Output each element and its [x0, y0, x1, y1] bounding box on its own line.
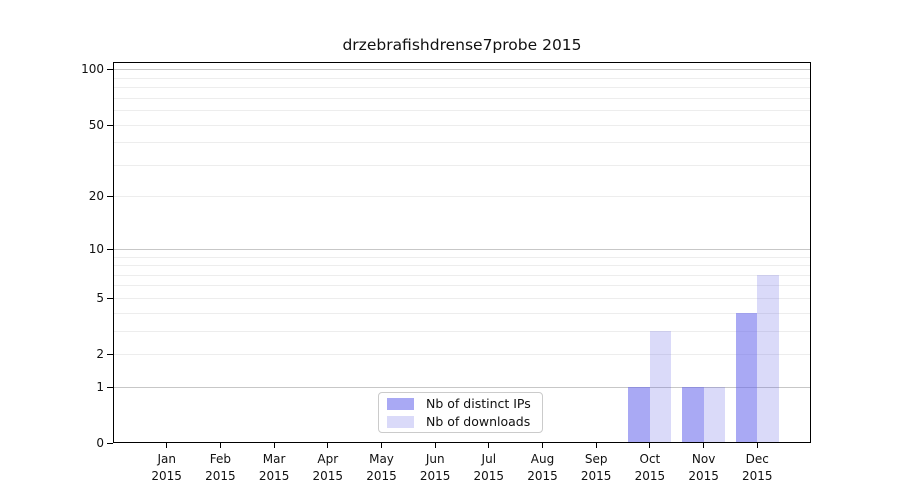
x-tick-year: 2015 — [688, 469, 719, 483]
legend-swatch-distinct-ips — [387, 397, 414, 410]
x-tick-month: Apr — [317, 452, 339, 466]
x-tick — [542, 443, 543, 448]
legend-item-downloads: Nb of downloads — [387, 414, 534, 429]
x-tick — [595, 443, 597, 448]
x-tick-label: Oct 2015 — [622, 451, 678, 485]
x-tick-month: Aug — [530, 452, 555, 466]
x-tick — [756, 443, 758, 448]
x-tick-month: Jul — [481, 452, 497, 466]
x-tick-label: Nov 2015 — [676, 451, 732, 485]
x-tick-label: Jan 2015 — [139, 451, 195, 485]
y-tick-label: 50 — [88, 117, 104, 132]
chart-title: drzebrafishdrense7probe 2015 — [342, 36, 582, 54]
x-tick-year: 2015 — [527, 469, 558, 483]
y-tick-label: 2 — [96, 347, 104, 361]
x-tick-label: Mar 2015 — [246, 451, 302, 485]
x-tick-month: Jan — [157, 452, 176, 466]
x-tick-label: Dec 2015 — [729, 451, 785, 485]
x-tick — [166, 443, 168, 448]
x-tick-month: Oct — [639, 452, 661, 466]
x-tick-month: Nov — [691, 452, 716, 466]
x-tick — [381, 443, 382, 448]
x-tick-label: Aug 2015 — [515, 451, 571, 485]
x-tick-year: 2015 — [312, 469, 344, 483]
x-tick-label: Jun 2015 — [407, 451, 463, 485]
x-tick-label: Sep 2015 — [568, 451, 624, 485]
x-tick-month: Mar — [262, 452, 286, 466]
x-tick-year: 2015 — [258, 469, 290, 483]
legend-swatch-downloads — [387, 415, 414, 428]
x-tick — [703, 443, 705, 448]
y-tick — [107, 443, 113, 444]
x-tick — [488, 443, 490, 448]
y-tick-label: 100 — [81, 62, 104, 77]
y-tick-label: 5 — [96, 290, 104, 305]
x-tick-label: Feb 2015 — [192, 451, 248, 485]
x-tick-year: 2015 — [366, 469, 397, 483]
x-tick-year: 2015 — [580, 469, 612, 483]
y-tick-label: 10 — [88, 241, 104, 256]
x-tick — [273, 443, 275, 448]
y-tick-label: 0 — [96, 436, 104, 450]
x-tick-month: Feb — [209, 452, 232, 466]
x-tick-year: 2015 — [634, 469, 666, 483]
x-tick-month: Jun — [425, 452, 445, 466]
x-tick-label: Apr 2015 — [300, 451, 356, 485]
y-tick-label: 20 — [88, 189, 104, 204]
x-tick — [434, 443, 436, 448]
x-tick-month: Sep — [584, 452, 608, 466]
y-tick-label: 1 — [96, 379, 104, 394]
plot-frame — [113, 62, 811, 443]
legend-label-downloads: Nb of downloads — [426, 414, 531, 429]
x-tick-month: May — [369, 452, 394, 466]
legend-label-distinct-ips: Nb of distinct IPs — [426, 396, 531, 411]
legend: Nb of distinct IPs Nb of downloads — [378, 392, 543, 433]
x-tick-label: May 2015 — [354, 451, 410, 485]
x-tick-label: Jul 2015 — [461, 451, 517, 485]
legend-item-distinct-ips: Nb of distinct IPs — [387, 396, 534, 411]
x-tick-year: 2015 — [205, 469, 236, 483]
x-tick-year: 2015 — [151, 469, 182, 483]
x-tick-year: 2015 — [419, 469, 451, 483]
x-tick-year: 2015 — [473, 469, 505, 483]
x-tick — [219, 443, 221, 448]
x-tick — [327, 443, 329, 448]
x-tick-year: 2015 — [742, 469, 773, 483]
x-tick-month: Dec — [745, 452, 769, 466]
x-tick — [649, 443, 651, 448]
